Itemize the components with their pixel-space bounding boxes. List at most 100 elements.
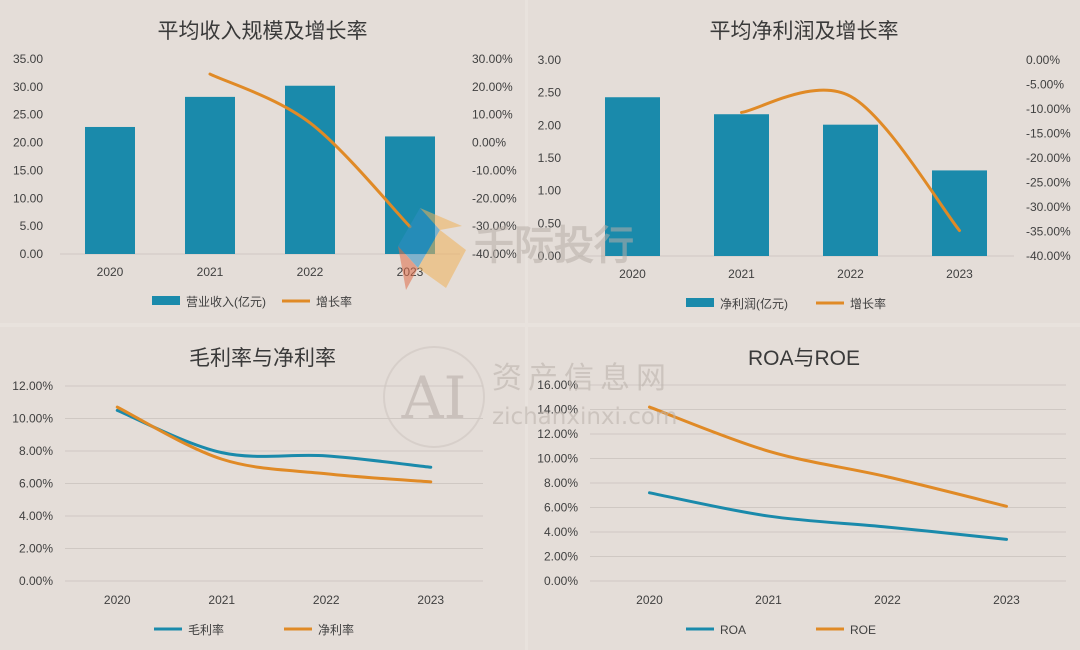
legend-label: 增长率 bbox=[850, 296, 886, 311]
x-tick-label: 2023 bbox=[993, 593, 1020, 607]
y-tick-label: 15.00 bbox=[13, 163, 43, 177]
series-line-2 bbox=[740, 88, 961, 233]
y-tick-label: 14.00% bbox=[537, 403, 578, 417]
legend-label: ROA bbox=[720, 623, 746, 637]
y2-tick-label: -20.00% bbox=[1026, 151, 1071, 165]
legend-label: 增长率 bbox=[316, 294, 352, 309]
ai-logo-text: AI bbox=[401, 364, 467, 432]
y2-tick-label: -25.00% bbox=[1026, 176, 1071, 190]
bar bbox=[714, 114, 769, 256]
y-tick-label: 0.50 bbox=[538, 216, 562, 230]
y2-tick-label: 20.00% bbox=[472, 80, 513, 94]
y-tick-label: 1.50 bbox=[538, 151, 562, 165]
legend-label: ROE bbox=[850, 623, 876, 637]
x-tick-label: 2023 bbox=[946, 267, 973, 281]
y-tick-label: 2.50 bbox=[538, 86, 562, 100]
y-tick-label: 0.00% bbox=[19, 574, 53, 588]
qianji-watermark: 千际投行 bbox=[398, 208, 634, 290]
y2-tick-label: -10.00% bbox=[472, 163, 517, 177]
y2-tick-label: 0.00% bbox=[1026, 53, 1060, 67]
y-tick-label: 0.00% bbox=[544, 574, 578, 588]
y-tick-label: 1.00 bbox=[538, 184, 562, 198]
ai-watermark: AI 资产信息网 zichanxinxi.com bbox=[383, 346, 677, 448]
legend-swatch-bar bbox=[686, 298, 714, 307]
bar bbox=[185, 96, 235, 254]
y-tick-label: 16.00% bbox=[537, 378, 578, 392]
y-tick-label: 2.00% bbox=[544, 550, 578, 564]
legend-label: 净利润(亿元) bbox=[720, 296, 788, 311]
qianji-logo-icon bbox=[398, 208, 466, 290]
y-tick-label: 3.00 bbox=[538, 53, 562, 67]
y2-tick-label: -10.00% bbox=[1026, 102, 1071, 116]
y-tick-label: 4.00% bbox=[544, 525, 578, 539]
qianji-watermark-text: 千际投行 bbox=[474, 223, 634, 269]
legend-swatch-bar bbox=[152, 296, 180, 305]
x-tick-label: 2020 bbox=[104, 593, 131, 607]
y-tick-label: 10.00% bbox=[537, 452, 578, 466]
y2-tick-label: -30.00% bbox=[472, 219, 517, 233]
y-tick-label: 35.00 bbox=[13, 52, 43, 66]
y2-tick-label: -5.00% bbox=[1026, 78, 1064, 92]
chart-panel-2: 平均净利润及增长率 0.00 0.50 1.00 1.50 2.00 2.50 3.00 -40… bbox=[528, 0, 1080, 323]
x-tick-label: 2022 bbox=[313, 593, 340, 607]
y-tick-label: 2.00 bbox=[538, 118, 562, 132]
y2-tick-label: 0.00% bbox=[472, 136, 506, 150]
y-tick-label: 12.00% bbox=[537, 427, 578, 441]
y-tick-label: 0.00 bbox=[20, 247, 44, 261]
y2-tick-label: -20.00% bbox=[472, 191, 517, 205]
series-line-2 bbox=[208, 72, 412, 229]
x-tick-label: 2021 bbox=[728, 267, 755, 281]
y-tick-label: 30.00 bbox=[13, 80, 43, 94]
chart-title: 平均收入规模及增长率 bbox=[158, 20, 368, 43]
chart-panel-background bbox=[528, 327, 1080, 650]
ai-logo-circle-icon bbox=[383, 346, 485, 448]
x-tick-label: 2022 bbox=[837, 267, 864, 281]
y-tick-label: 25.00 bbox=[13, 108, 43, 122]
y-tick-label: 6.00% bbox=[19, 477, 53, 491]
series-line-1 bbox=[648, 491, 1008, 541]
x-tick-label: 2020 bbox=[619, 267, 646, 281]
chart-panel-1: 平均收入规模及增长率 0.00 5.00 10.00 15.00 20.00 25.00 30… bbox=[0, 0, 525, 323]
chart-panel-background bbox=[0, 327, 525, 650]
y2-tick-label: 10.00% bbox=[472, 108, 513, 122]
y-tick-label: 12.00% bbox=[12, 379, 53, 393]
y2-tick-label: 30.00% bbox=[472, 52, 513, 66]
bar bbox=[823, 124, 878, 257]
legend-label: 营业收入(亿元) bbox=[186, 294, 266, 309]
y-tick-label: 4.00% bbox=[19, 509, 53, 523]
y2-tick-label: -35.00% bbox=[1026, 225, 1071, 239]
bar bbox=[932, 170, 987, 256]
y-tick-label: 8.00% bbox=[19, 444, 53, 458]
y-tick-label: 8.00% bbox=[544, 476, 578, 490]
x-tick-label: 2020 bbox=[97, 265, 124, 279]
chart-panel-3: 毛利率与净利率 0.00% 2.00% 4.00% 6.00% 8.00% 10.00% 12… bbox=[0, 327, 525, 650]
chart-title: 毛利率与净利率 bbox=[189, 347, 336, 370]
x-tick-label: 2022 bbox=[874, 593, 901, 607]
y2-tick-label: -40.00% bbox=[1026, 249, 1071, 263]
series-line-2 bbox=[115, 405, 433, 484]
chart-title: ROA与ROE bbox=[748, 347, 860, 370]
series-line-2 bbox=[648, 405, 1008, 508]
y2-tick-label: -40.00% bbox=[472, 247, 517, 261]
y-tick-label: 2.00% bbox=[19, 542, 53, 556]
legend-label: 毛利率 bbox=[188, 622, 224, 637]
x-tick-label: 2023 bbox=[417, 593, 444, 607]
chart-panel-4: ROA与ROE 0.00% 2.00% 4.00% 6.00% 8.00% 10.00% 12… bbox=[528, 327, 1080, 650]
x-tick-label: 2020 bbox=[636, 593, 663, 607]
legend-label: 净利率 bbox=[318, 622, 354, 637]
y-tick-label: 20.00 bbox=[13, 136, 43, 150]
y-tick-label: 10.00% bbox=[12, 412, 53, 426]
bar bbox=[85, 126, 135, 254]
ai-site-cn-text: 资产信息网 bbox=[492, 361, 672, 396]
x-tick-label: 2021 bbox=[208, 593, 235, 607]
y-tick-label: 10.00 bbox=[13, 191, 43, 205]
x-tick-label: 2021 bbox=[197, 265, 224, 279]
y-tick-label: 5.00 bbox=[20, 219, 44, 233]
bar bbox=[605, 97, 660, 257]
ai-site-url-text: zichanxinxi.com bbox=[492, 404, 677, 430]
y2-tick-label: -15.00% bbox=[1026, 127, 1071, 141]
bar bbox=[285, 85, 335, 254]
y2-tick-label: -30.00% bbox=[1026, 200, 1071, 214]
